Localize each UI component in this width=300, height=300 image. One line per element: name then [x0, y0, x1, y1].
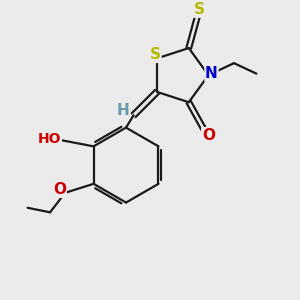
Text: O: O [202, 128, 215, 143]
Text: S: S [194, 2, 205, 17]
Text: HO: HO [38, 132, 61, 146]
Text: S: S [150, 47, 161, 62]
Text: O: O [53, 182, 66, 197]
Text: N: N [205, 66, 218, 81]
Text: H: H [117, 103, 130, 118]
